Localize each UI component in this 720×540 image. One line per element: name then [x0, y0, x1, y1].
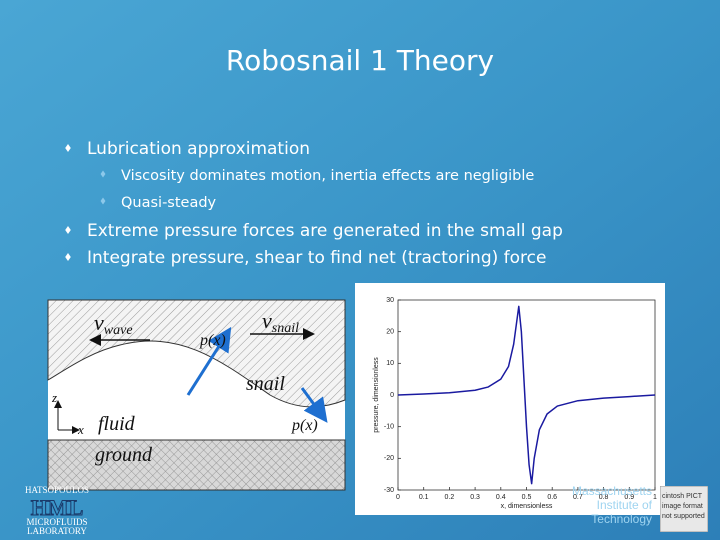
- y-tick-label: 20: [386, 329, 394, 336]
- pressure-arrow: [186, 326, 232, 396]
- logo-text: Technology: [591, 512, 652, 526]
- sub-bullet-text: Viscosity dominates motion, inertia effe…: [121, 168, 534, 184]
- p-label: p(x): [199, 332, 226, 349]
- y-tick-label: -30: [384, 487, 394, 494]
- x-tick-label: 0.3: [470, 494, 480, 501]
- y-tick-label: -10: [384, 424, 394, 431]
- bullet-list: Lubrication approximation Viscosity domin…: [65, 139, 563, 268]
- logo-text: MICROFLUIDS: [26, 517, 87, 527]
- bullet-text: Lubrication approximation: [87, 139, 310, 159]
- y-axis-label: pressure, dimensionless: [373, 357, 380, 433]
- bullet-text: Extreme pressure forces are generated in…: [87, 221, 563, 241]
- pressure-arrow: [300, 387, 328, 423]
- p-label: p(x): [291, 417, 318, 434]
- bullet-marker: [65, 253, 71, 261]
- bullet-marker: [65, 144, 71, 152]
- logo-text: HATSOPOULOS: [25, 485, 89, 495]
- x-tick-label: 0.6: [547, 494, 557, 501]
- v-wave-label: vwave: [94, 310, 133, 338]
- notice-text: image format: [662, 503, 703, 510]
- x-label: x: [77, 422, 84, 437]
- x-axis-label: x, dimensionless: [501, 503, 553, 510]
- x-tick-label: 1: [653, 494, 657, 501]
- bullet-text: Integrate pressure, shear to find net (t…: [87, 248, 546, 268]
- plot: -30 -20 -10 0 10 20 30 0 0.1 0.2 0.3 0.4 0.5 0.6 0.7 0.…: [373, 297, 657, 510]
- ground-label: ground: [95, 444, 153, 466]
- x-tick-label: 0: [396, 494, 400, 501]
- snail-label: snail: [246, 373, 285, 395]
- logo-text: LABORATORY: [27, 526, 87, 536]
- fluid-label: fluid: [98, 413, 136, 435]
- z-label: z: [51, 390, 57, 405]
- x-tick-label: 0.9: [624, 494, 634, 501]
- x-tick-label: 0.1: [419, 494, 429, 501]
- notice-text: cintosh PICT: [662, 493, 703, 500]
- mit-logo: Massachusetts Institute of Technology: [572, 484, 653, 526]
- diagram: vwave vsnail p(x) snail fluid p(x) groun…: [47, 299, 346, 491]
- y-tick-label: 30: [386, 297, 394, 304]
- bullet-marker: [65, 226, 71, 234]
- plot-panel: [355, 283, 665, 515]
- y-tick-label: 0: [390, 392, 394, 399]
- slide-title: Robosnail 1 Theory: [226, 44, 494, 77]
- bullet-marker: [100, 197, 106, 205]
- notice-box: [660, 486, 708, 532]
- data-line: [397, 305, 656, 485]
- x-tick-label: 0.4: [496, 494, 506, 501]
- x-tick-label: 0.2: [445, 494, 455, 501]
- notice-text: not supported: [662, 513, 705, 520]
- x-tick-label: 0.8: [599, 494, 609, 501]
- sub-bullet-text: Quasi-steady: [121, 195, 217, 211]
- logo-text: Massachusetts: [572, 484, 652, 498]
- bullet-marker: [100, 170, 106, 178]
- x-tick-label: 0.5: [522, 494, 532, 501]
- hml-logo: HATSOPOULOS HML MICROFLUIDS LABORATORY: [25, 485, 89, 536]
- image-notice: cintosh PICT image format not supported: [660, 486, 708, 532]
- ground: [47, 439, 346, 491]
- x-tick-label: 0.7: [573, 494, 583, 501]
- logo-text: Institute of: [597, 498, 653, 512]
- y-tick-label: 10: [386, 360, 394, 367]
- logo-text: HML: [31, 495, 84, 520]
- v-snail-label: vsnail: [262, 308, 299, 336]
- y-tick-label: -20: [384, 455, 394, 462]
